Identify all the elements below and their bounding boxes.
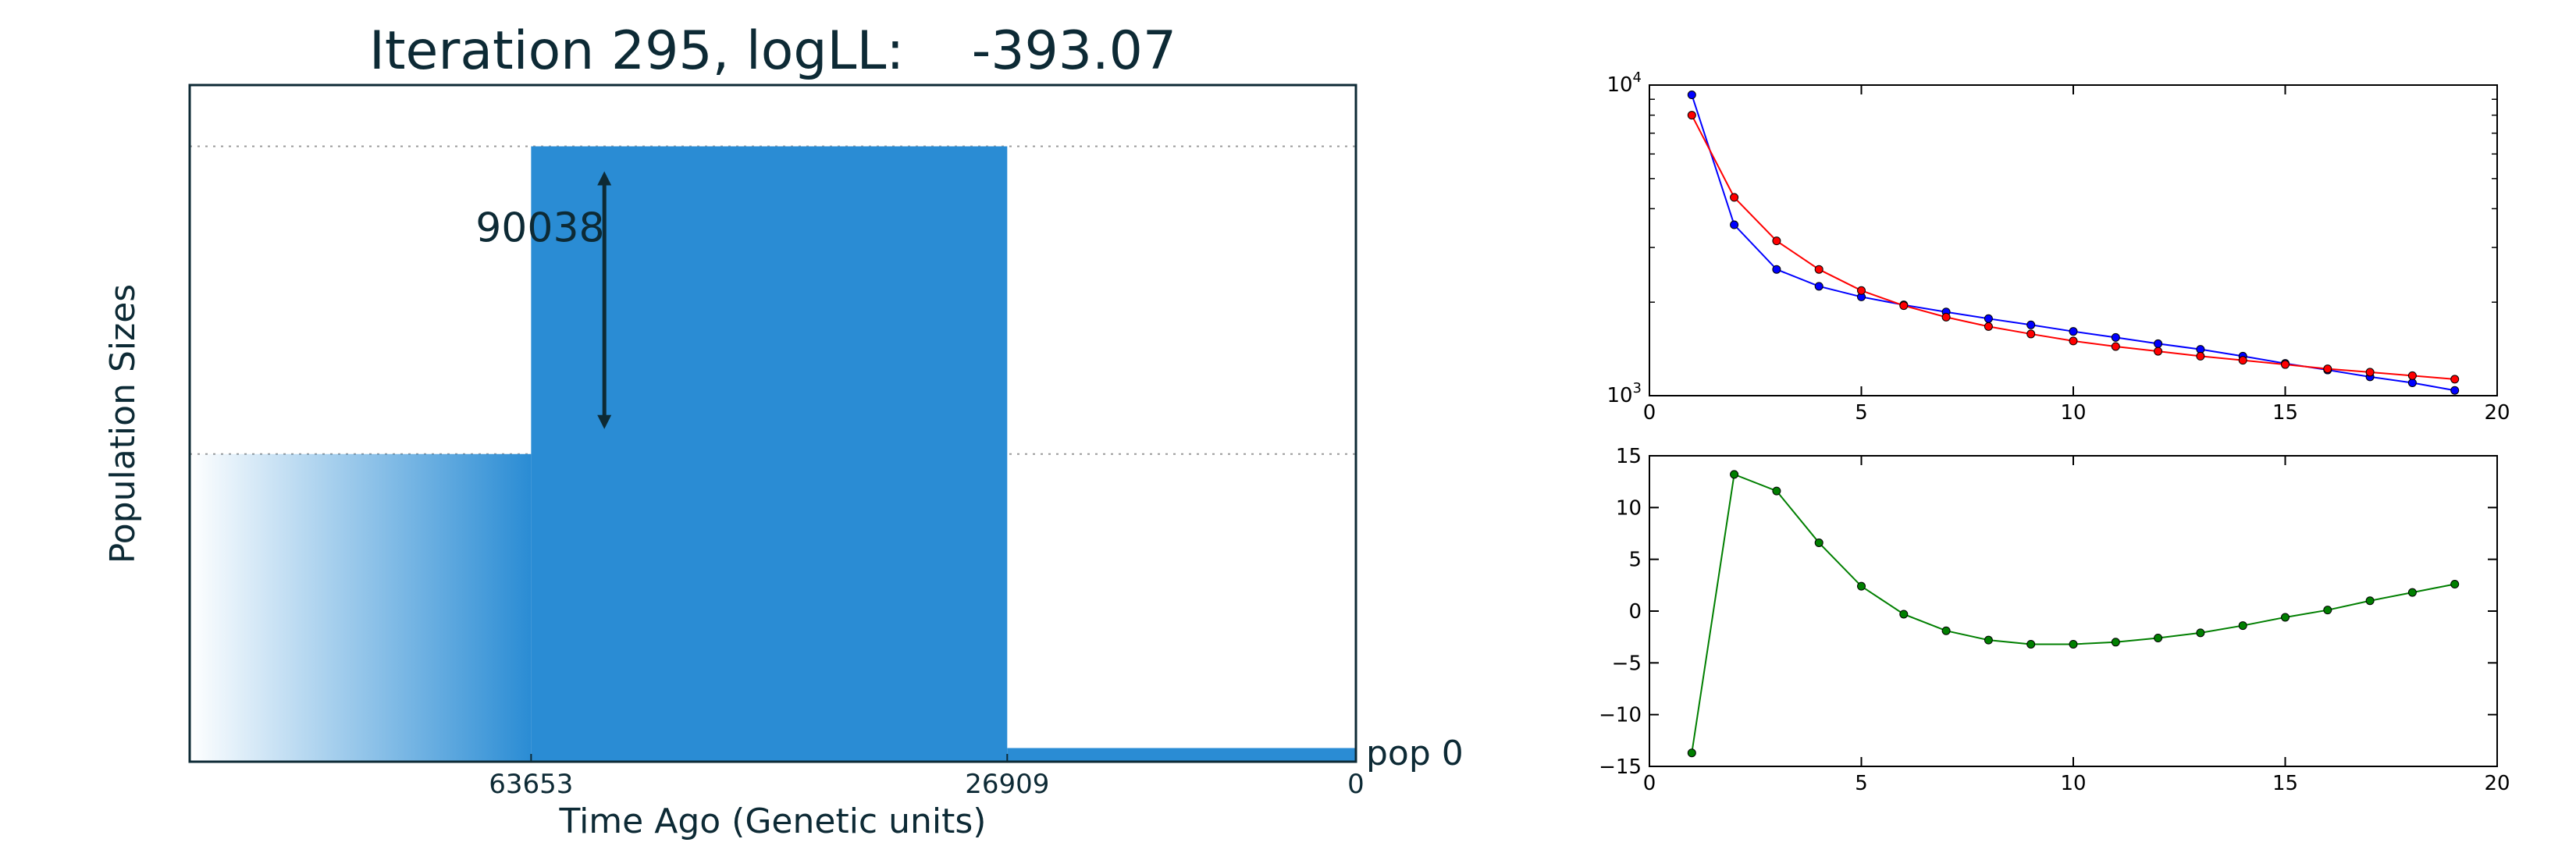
x-tick-label-4: 20 [2484, 772, 2510, 795]
series-0-point-6 [1941, 626, 1951, 635]
y-tick-exponent: 4 [1633, 69, 1642, 86]
series-0-point-13 [2238, 621, 2247, 631]
x-tick-label-2: 0 [1347, 769, 1364, 800]
x-tick-label-4: 20 [2484, 401, 2510, 425]
y-tick-exponent: 3 [1633, 380, 1642, 396]
series-1-point-13 [2238, 356, 2247, 365]
x-tick-label-3: 15 [2272, 772, 2298, 795]
series-0-point-5 [1899, 610, 1909, 619]
series-1-point-5 [1899, 301, 1909, 311]
series-0-point-0 [1687, 91, 1696, 100]
series-0-point-10 [2111, 332, 2120, 342]
series-1-point-10 [2111, 342, 2120, 351]
series-1-point-11 [2154, 347, 2163, 356]
x-axis-label: Time Ago (Genetic units) [559, 802, 987, 841]
series-1-point-12 [2196, 351, 2205, 361]
size-annotation: 90038 [475, 171, 612, 429]
series-0-point-2 [1772, 486, 1781, 496]
x-tick-labels: 63653 26909 0 [489, 754, 1364, 800]
series-1-point-0 [1687, 111, 1696, 120]
difference-line-chart: 0 5 10 15 20 −15 −10 −5 0 5 10 15 [1599, 445, 2510, 795]
series-1-point-4 [1857, 286, 1866, 295]
series-0-point-1 [1730, 220, 1739, 229]
series-0-point-1 [1730, 470, 1739, 479]
population-blocks [190, 146, 1356, 762]
x-tick-label-0: 0 [1643, 772, 1656, 795]
plot-frame [188, 84, 1357, 763]
x-tick-label-2: 10 [2060, 401, 2086, 425]
series-0-point-17 [2407, 588, 2417, 597]
population-history-chart: Iteration 295, logLL: -393.07 Population… [103, 20, 1464, 841]
plot-frame [1649, 84, 2498, 396]
series-1-point-17 [2407, 371, 2417, 380]
x-tick-label-0: 63653 [489, 769, 573, 800]
y-tick-label-0: 103 [1606, 380, 1642, 407]
y-tick-label-4: 5 [1628, 549, 1642, 572]
x-tick-label-1: 5 [1855, 401, 1868, 425]
x-tick-label-0: 0 [1643, 401, 1656, 425]
series-line-0 [1691, 94, 2455, 392]
series-1-point-1 [1730, 193, 1739, 202]
series-0-point-16 [2365, 596, 2375, 606]
series-1-point-14 [2281, 360, 2290, 369]
x-tick-label-1: 5 [1855, 772, 1868, 795]
series-0-point-14 [2281, 613, 2290, 622]
y-tick-label-1: −10 [1599, 704, 1642, 727]
series-0-point-8 [2026, 639, 2036, 649]
series-1-point-16 [2365, 368, 2375, 377]
series-0-point-0 [1687, 748, 1696, 758]
y-tick-label-3: 0 [1628, 600, 1642, 624]
y-tick-label-1: 104 [1606, 69, 1642, 97]
series-0-point-7 [1984, 635, 1993, 645]
series-label: pop 0 [1366, 734, 1464, 773]
plot-frame [1649, 455, 2498, 767]
y-tick-label-5: 10 [1616, 496, 1642, 520]
series-0-point-10 [2111, 638, 2120, 647]
chart-title: Iteration 295, logLL: -393.07 [369, 20, 1176, 82]
x-tick-label-3: 15 [2272, 401, 2298, 425]
series-0-point-18 [2450, 386, 2460, 395]
series-0-point-8 [2026, 320, 2036, 329]
series-0-point-18 [2450, 580, 2460, 589]
y-tick-label-6: 15 [1616, 445, 1642, 468]
series-1-point-2 [1772, 236, 1781, 246]
y-tick-base: 10 [1606, 384, 1632, 407]
annotation-arrow-head-bottom [597, 414, 612, 429]
series-1-point-6 [1941, 312, 1951, 322]
y-tick-label-0: −15 [1599, 755, 1642, 779]
annotation-arrow-head-top [597, 171, 612, 186]
series-0-point-9 [2069, 639, 2078, 649]
series-0-point-11 [2154, 633, 2163, 642]
y-tick-label-2: −5 [1612, 652, 1642, 675]
series-line-0 [1691, 473, 2455, 753]
annotation-label: 90038 [475, 205, 604, 252]
series-1-point-15 [2323, 364, 2332, 374]
series-0-point-7 [1984, 314, 1993, 323]
x-tick-label-1: 26909 [965, 769, 1049, 800]
series-1-point-18 [2450, 375, 2460, 384]
x-tick-label-2: 10 [2060, 772, 2086, 795]
series-1-point-8 [2026, 329, 2036, 339]
series-0-point-4 [1857, 581, 1866, 591]
series-0-point-17 [2407, 379, 2417, 388]
population-block-2 [1007, 748, 1356, 762]
series-0-point-9 [2069, 327, 2078, 336]
y-tick-base: 10 [1606, 73, 1632, 97]
series-1-point-7 [1984, 322, 1993, 331]
series-0-point-11 [2154, 339, 2163, 348]
population-block-0 [190, 453, 532, 762]
series-0-point-3 [1814, 282, 1823, 291]
population-block-1 [531, 146, 1008, 762]
series-1-point-9 [2069, 336, 2078, 346]
series-0-point-2 [1772, 265, 1781, 274]
series-0-point-12 [2196, 628, 2205, 638]
series-1-point-3 [1814, 265, 1823, 274]
series-0-point-3 [1814, 538, 1823, 547]
series-0-point-15 [2323, 606, 2332, 615]
y-axis-label: Population Sizes [103, 284, 143, 563]
